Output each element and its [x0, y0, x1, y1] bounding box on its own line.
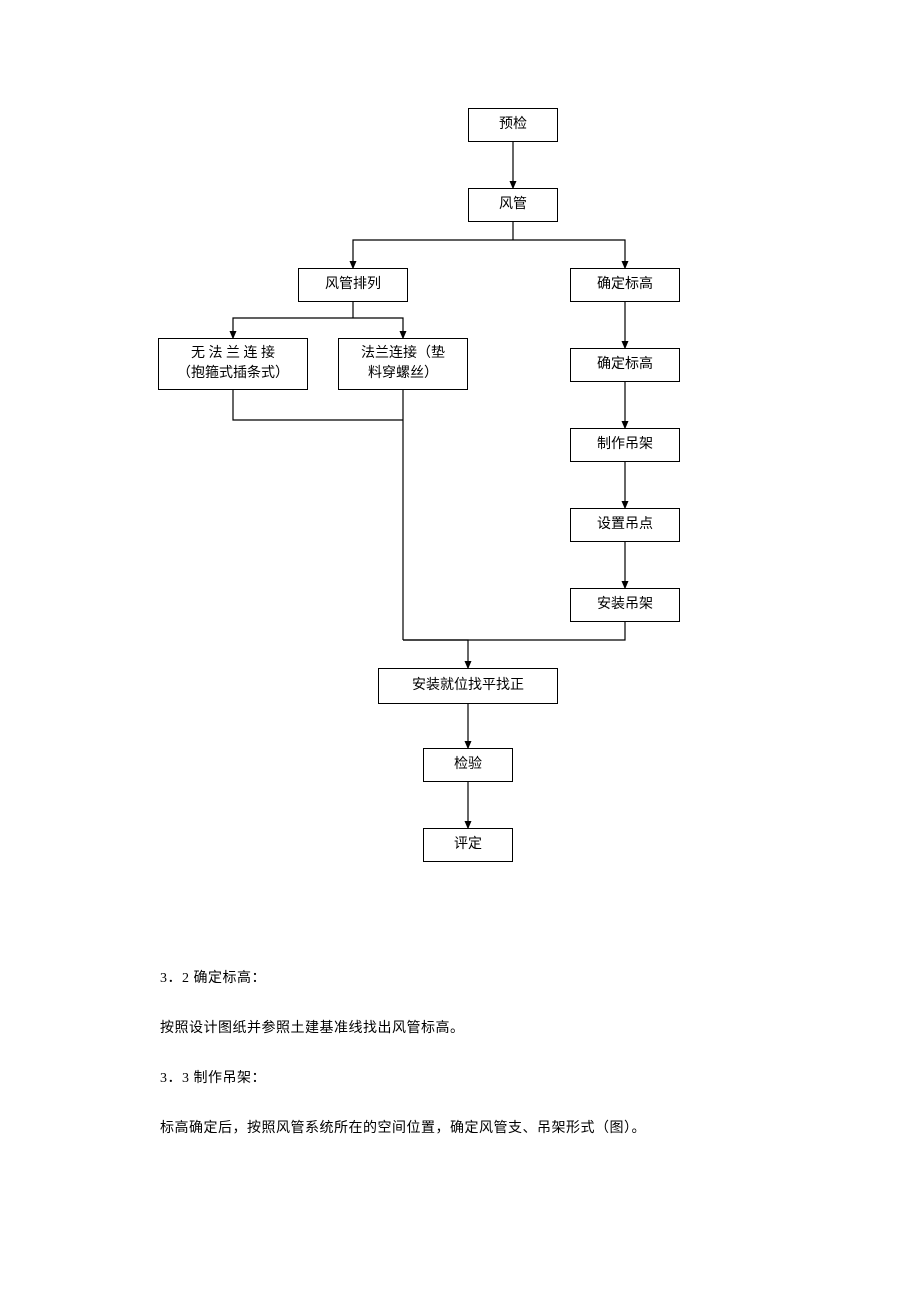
- flowchart-node: 预检: [468, 108, 558, 142]
- flowchart-container: 预检风管风管排列确定标高无 法 兰 连 接 （抱箍式插条式）法兰连接（垫 料穿螺…: [0, 0, 920, 880]
- flowchart-node: 安装吊架: [570, 588, 680, 622]
- section-3-2-body: 按照设计图纸并参照土建基准线找出风管标高。: [160, 1018, 465, 1039]
- flowchart-edge: [403, 622, 625, 640]
- flowchart-node: 安装就位找平找正: [378, 668, 558, 704]
- section-3-2-title: 3．2 确定标高：: [160, 968, 266, 989]
- flowchart-edge: [233, 318, 353, 338]
- flowchart-edge: [403, 640, 468, 668]
- flowchart-edge: [353, 318, 403, 338]
- flowchart-node: 确定标高: [570, 268, 680, 302]
- flowchart-node: 风管: [468, 188, 558, 222]
- flowchart-edge: [513, 240, 625, 268]
- flowchart-edge: [233, 390, 403, 420]
- flowchart-node: 制作吊架: [570, 428, 680, 462]
- flowchart-node: 检验: [423, 748, 513, 782]
- flowchart-node: 风管排列: [298, 268, 408, 302]
- section-3-3-body: 标高确定后，按照风管系统所在的空间位置，确定风管支、吊架形式（图）。: [160, 1118, 646, 1139]
- flowchart-node: 设置吊点: [570, 508, 680, 542]
- flowchart-node: 评定: [423, 828, 513, 862]
- flowchart-node: 法兰连接（垫 料穿螺丝）: [338, 338, 468, 390]
- flowchart-node: 确定标高: [570, 348, 680, 382]
- flowchart-node: 无 法 兰 连 接 （抱箍式插条式）: [158, 338, 308, 390]
- section-3-3-title: 3．3 制作吊架：: [160, 1068, 266, 1089]
- flowchart-edge: [353, 240, 513, 268]
